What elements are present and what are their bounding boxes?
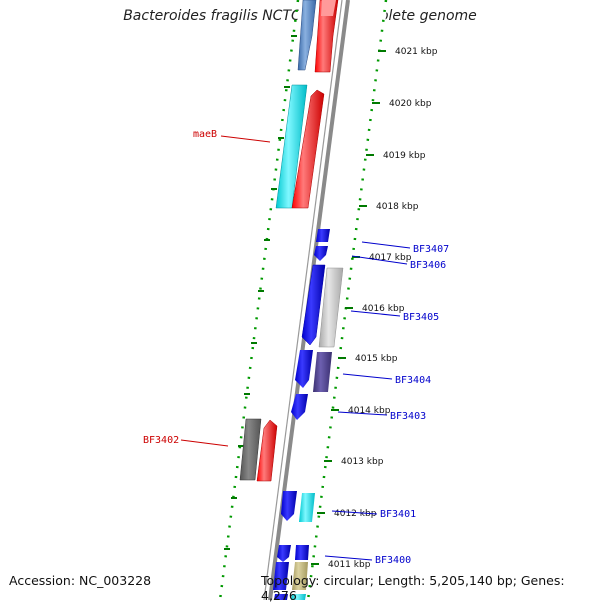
tick-label: 4011 kbp xyxy=(328,560,371,570)
tick-label: 4020 kbp xyxy=(389,99,432,109)
tick-label: 4018 kbp xyxy=(376,202,419,212)
gene-feature-red xyxy=(291,89,325,209)
gene-feature-BF3401 xyxy=(299,493,315,522)
kbp-ticks: 4021 kbp 4020 kbp 4019 kbp 4018 kbp 4017 kbp… xyxy=(311,47,438,570)
gene-label-maeB: maeB xyxy=(193,129,217,140)
gene-feature-red xyxy=(314,0,339,73)
gene-label-BF3405: BF3405 xyxy=(403,312,439,323)
gene-features xyxy=(239,0,344,600)
gene-feature-BF3406 xyxy=(314,246,328,261)
gene-feature-blue xyxy=(273,562,289,590)
gene-feature-BF3403 xyxy=(291,394,308,420)
gene-label-BF3403: BF3403 xyxy=(390,411,426,422)
label-leaders xyxy=(180,135,411,561)
accession-text: Accession: NC_003228 xyxy=(9,573,152,588)
gene-feature-red xyxy=(256,419,278,482)
gene-feature-BF3400 xyxy=(295,545,309,560)
gene-label-BF3406: BF3406 xyxy=(410,260,446,271)
gene-label-BF3400: BF3400 xyxy=(375,555,411,566)
gene-feature-grey xyxy=(318,267,344,348)
gene-labels: maeB BF3402 BF3407 BF3406 BF3405 BF3404 BF3403… xyxy=(143,129,449,566)
gene-feature-BF3407 xyxy=(316,229,330,242)
tick-label: 4019 kbp xyxy=(383,151,426,161)
tick-label: 4014 kbp xyxy=(348,406,391,416)
gene-feature-cyan xyxy=(291,594,306,600)
tick-label: 4021 kbp xyxy=(395,47,438,57)
gene-feature-BF3404 xyxy=(313,352,332,392)
gene-feature-blue xyxy=(295,350,313,388)
gene-label-BF3407: BF3407 xyxy=(413,244,449,255)
gene-feature-pink xyxy=(321,0,336,16)
gene-feature-blue xyxy=(281,491,297,521)
gene-feature-blue xyxy=(277,545,291,562)
gene-feature-olive xyxy=(292,562,308,590)
summary-text: Topology: circular; Length: 5,205,140 bp… xyxy=(261,573,565,603)
inner-ring-marks xyxy=(224,35,297,550)
gene-feature-blue xyxy=(274,594,288,600)
gene-feature-steel xyxy=(297,0,317,71)
gc-ring-outer xyxy=(306,0,388,600)
gene-feature-BF3402 xyxy=(239,418,262,481)
tick-label: 4017 kbp xyxy=(369,253,412,263)
gene-label-BF3401: BF3401 xyxy=(380,509,416,520)
gc-ring-inner xyxy=(218,0,300,600)
tick-label: 4012 kbp xyxy=(334,509,377,519)
gene-feature-BF3405 xyxy=(301,264,326,346)
tick-label: 4016 kbp xyxy=(362,304,405,314)
gene-label-BF3404: BF3404 xyxy=(395,375,431,386)
tick-label: 4015 kbp xyxy=(355,354,398,364)
gene-label-BF3402: BF3402 xyxy=(143,435,179,446)
tick-label: 4013 kbp xyxy=(341,457,384,467)
